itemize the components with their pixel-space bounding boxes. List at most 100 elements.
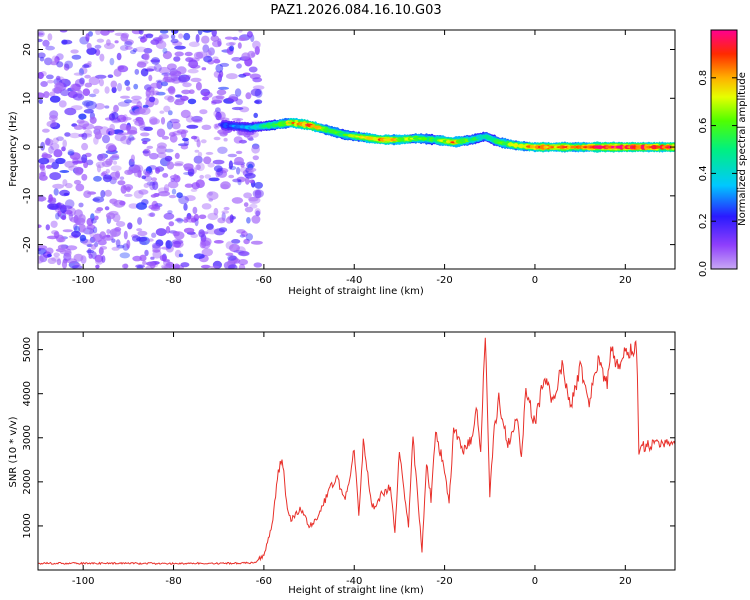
noise-blob (130, 137, 136, 141)
noise-blob (64, 60, 73, 69)
noise-blob (174, 99, 185, 106)
noise-blob (122, 263, 129, 269)
noise-blob (223, 206, 230, 211)
noise-blob (104, 86, 110, 94)
noise-blob (185, 74, 191, 79)
noise-blob (92, 233, 103, 243)
noise-blob (237, 179, 242, 186)
noise-blob (128, 203, 139, 209)
noise-blob (86, 159, 94, 166)
noise-blob (120, 33, 129, 42)
noise-blob (124, 99, 132, 104)
noise-blob (183, 203, 188, 211)
noise-blob (156, 145, 167, 154)
noise-blob (145, 93, 151, 98)
noise-blob (38, 98, 43, 104)
noise-blob (138, 30, 144, 35)
noise-blob (111, 238, 116, 243)
noise-blob (213, 123, 218, 129)
noise-blob (52, 183, 64, 189)
noise-blob (75, 220, 81, 226)
noise-blob (111, 153, 120, 159)
noise-blob (223, 137, 228, 142)
noise-blob (208, 47, 215, 56)
noise-blob (108, 156, 114, 163)
noise-blob (180, 262, 190, 268)
noise-blob (124, 169, 133, 175)
noise-blob (178, 75, 189, 84)
noise-blob (100, 190, 106, 198)
noise-blob (184, 195, 196, 202)
noise-blob (58, 100, 67, 108)
noise-blob (191, 115, 203, 122)
noise-blob (192, 206, 198, 215)
spectrogram-y-label: Frequency (Hz) (8, 111, 19, 187)
noise-blob (211, 95, 224, 103)
noise-blob (55, 75, 61, 81)
noise-blob (100, 30, 110, 36)
noise-blob (124, 40, 133, 47)
figure-title: PAZ1.2026.084.16.10.G03 (270, 3, 441, 18)
noise-blob (229, 243, 240, 253)
noise-blob (92, 196, 105, 203)
noise-blob (254, 190, 262, 196)
noise-blob (238, 73, 247, 78)
noise-blob (65, 258, 77, 264)
noise-blob (71, 230, 81, 238)
noise-blob (124, 46, 133, 50)
noise-blob (178, 195, 190, 205)
noise-blob (241, 231, 248, 237)
spectrogram-x-ticks: -100 -80 -60 -40 -20 0 20 (72, 30, 632, 286)
noise-blob (105, 168, 111, 174)
noise-blob (202, 44, 210, 53)
noise-blob (70, 49, 79, 54)
noise-blob (228, 174, 235, 179)
noise-blob (75, 183, 85, 192)
noise-blob (40, 141, 45, 151)
noise-blob (63, 63, 70, 71)
noise-blob (159, 110, 165, 114)
noise-blob (49, 172, 62, 181)
noise-blob (199, 231, 209, 235)
noise-blob (62, 229, 73, 233)
noise-blob (49, 95, 61, 103)
noise-blob (180, 109, 191, 119)
noise-blob (51, 55, 58, 63)
noise-blob (178, 253, 184, 258)
snr-series-line (38, 337, 675, 566)
noise-blob (142, 260, 147, 265)
y-tick-label: 1000 (22, 513, 33, 538)
noise-blob (183, 163, 194, 170)
spectrogram-panel: -100 -80 -60 -40 -20 0 20 20 10 0 -10 -20 Height o… (8, 29, 676, 297)
noise-blob (88, 253, 93, 259)
noise-blob (83, 101, 90, 108)
noise-blob (63, 192, 70, 196)
noise-blob (213, 228, 225, 236)
noise-blob (215, 64, 224, 73)
noise-blob (183, 227, 195, 234)
noise-blob (47, 203, 59, 210)
noise-blob (245, 92, 252, 100)
noise-blob (117, 82, 122, 92)
noise-blob (132, 48, 138, 53)
noise-blob (192, 119, 203, 123)
noise-blob (161, 135, 170, 140)
noise-blob (81, 154, 88, 163)
noise-blob (252, 40, 261, 50)
noise-blob (136, 228, 143, 232)
y-tick-label: 10 (22, 92, 33, 105)
noise-blob (202, 92, 209, 96)
noise-blob (104, 105, 110, 109)
noise-blob (116, 114, 127, 123)
noise-blob (236, 63, 242, 69)
noise-blob (160, 117, 166, 125)
noise-blob (187, 98, 197, 105)
noise-blob (126, 138, 132, 146)
colorbar-label: Normalized spectral amplitude (737, 72, 748, 226)
noise-blob (114, 133, 127, 142)
noise-blob (174, 51, 184, 57)
noise-blob (166, 63, 177, 71)
noise-blob (109, 171, 120, 181)
y-tick-label: 3000 (22, 425, 33, 450)
noise-blob (78, 202, 84, 208)
